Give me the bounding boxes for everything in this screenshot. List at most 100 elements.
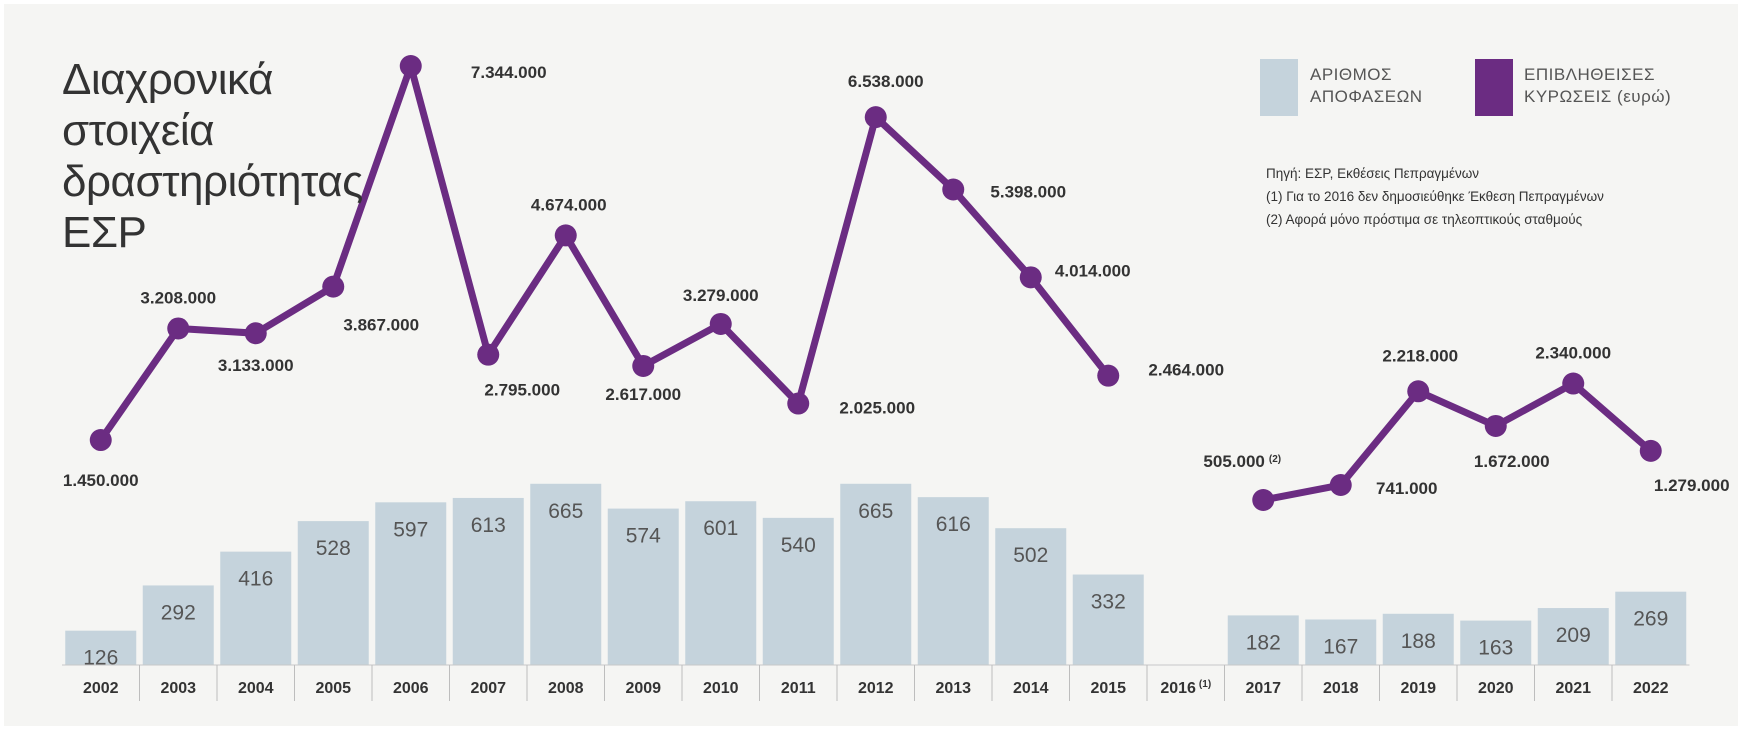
bar-value-label: 209	[1556, 624, 1591, 647]
legend-bars-swatch	[1260, 59, 1298, 116]
x-tick-label: 2007	[470, 680, 506, 697]
bar-value-label: 416	[238, 568, 273, 591]
line-point	[399, 55, 422, 77]
footnote-1: (1) Για το 2016 δεν δημοσιεύθηκε Έκθεση …	[1266, 189, 1604, 204]
x-tick-label: 2015	[1090, 680, 1126, 697]
line-value-label: 3.279.000	[683, 286, 759, 305]
x-tick-label: 2008	[548, 680, 584, 697]
bar	[607, 508, 679, 665]
line-point	[1252, 489, 1275, 511]
line-point	[632, 354, 655, 377]
chart-canvas: 126 292 416 528 597 613 665 574 601 540 665 616 502 3…	[62, 55, 1730, 701]
x-tick-label: 2005	[315, 680, 351, 697]
line-point	[864, 106, 887, 129]
line-value-label: 2.218.000	[1382, 346, 1458, 365]
x-tick-label: 2019	[1400, 680, 1436, 697]
line-value-label: 1.450.000	[63, 471, 139, 490]
bar	[297, 521, 369, 665]
line-value-label: 741.000	[1376, 479, 1437, 498]
bar-value-label: 332	[1091, 591, 1126, 614]
bar-value-label: 597	[393, 518, 428, 541]
x-tick-label: 2003	[160, 680, 196, 697]
bar	[995, 528, 1067, 665]
bar-value-label: 665	[858, 500, 893, 523]
line-point	[554, 224, 577, 247]
legend-line-swatch	[1475, 59, 1513, 116]
bar	[142, 585, 214, 665]
line-point	[1639, 439, 1662, 462]
chart-title: Διαχρονικά στοιχεία δραστηριότητας ΕΣΡ	[62, 55, 363, 257]
line-value-label: 3.133.000	[218, 356, 294, 375]
bar	[1460, 620, 1532, 665]
bar	[1072, 574, 1144, 665]
x-tick-label: 2014	[1013, 680, 1049, 697]
x-tick-label: 2012	[858, 680, 894, 697]
line-point	[709, 312, 732, 335]
bar-value-label: 540	[781, 534, 816, 557]
line-point	[244, 322, 267, 345]
x-tick-label: 2013	[935, 680, 971, 697]
bar-value-label: 574	[626, 525, 661, 548]
bar-value-label: 601	[703, 517, 738, 540]
bar	[1382, 613, 1454, 665]
line-value-label: 2.464.000	[1148, 361, 1224, 380]
x-tick-label: 2006	[393, 680, 429, 697]
line-series	[1259, 380, 1655, 504]
line-series	[97, 62, 1112, 444]
bar	[375, 502, 447, 665]
chart-panel: 126 292 416 528 597 613 665 574 601 540 665 616 502 3…	[4, 4, 1738, 726]
bar-value-label: 182	[1246, 631, 1281, 654]
source-text: Πηγή: ΕΣΡ, Εκθέσεις Πεπραγμένων	[1266, 166, 1480, 181]
bar-value-label: 126	[83, 647, 118, 670]
line-point	[1484, 414, 1507, 437]
line-point	[1329, 474, 1352, 497]
line-point	[89, 429, 112, 452]
bar	[840, 483, 912, 665]
bar-value-label: 167	[1323, 635, 1358, 658]
bar	[530, 483, 602, 665]
bar-value-label: 616	[936, 513, 971, 536]
line-value-label: 2.617.000	[605, 385, 681, 404]
line-value-label: 4.014.000	[1055, 261, 1131, 280]
line-value-label: 6.538.000	[848, 72, 924, 91]
x-tick-label: 2016 (1)	[1160, 679, 1211, 697]
legend-line-label: ΕΠΙΒΛΗΘΕΙΣΕΣ ΚΥΡΩΣΕΙΣ (ευρώ)	[1524, 65, 1672, 106]
source-notes: Πηγή: ΕΣΡ, Εκθέσεις Πεπραγμένων (1) Για …	[1266, 162, 1604, 231]
bar-value-label: 292	[161, 601, 196, 624]
footnote-2: (2) Αφορά μόνο πρόστιμα σε τηλεοπτικούς …	[1266, 212, 1583, 227]
line-value-label: 7.344.000	[471, 63, 547, 82]
line-value-label: 2.340.000	[1535, 344, 1611, 363]
x-tick-label: 2020	[1478, 680, 1514, 697]
bar	[1537, 608, 1609, 665]
line-point	[477, 343, 500, 366]
bar	[220, 551, 292, 665]
legend-bars-label: ΑΡΙΘΜΟΣ ΑΠΟΦΑΣΕΩΝ	[1310, 65, 1423, 106]
line-point	[1019, 266, 1042, 289]
bar-value-label: 502	[1013, 544, 1048, 567]
x-tick-label: 2002	[83, 680, 119, 697]
bar	[1615, 591, 1687, 665]
line-value-label: 1.279.000	[1654, 476, 1730, 495]
bar-value-label: 188	[1401, 630, 1436, 653]
line-value-label: 4.674.000	[531, 195, 607, 214]
bar	[762, 517, 834, 665]
line-point	[322, 275, 345, 298]
line-value-label: 3.208.000	[140, 288, 216, 307]
bar	[685, 501, 757, 665]
line-value-label: 1.672.000	[1474, 452, 1550, 471]
line-point	[1407, 380, 1430, 403]
bar	[1227, 615, 1299, 665]
x-tick-label: 2004	[238, 680, 274, 697]
line-value-label: 505.000 (2)	[1203, 452, 1281, 471]
bar-value-label: 528	[316, 537, 351, 560]
bar	[65, 630, 137, 665]
bar-value-label: 613	[471, 514, 506, 537]
line-point	[1562, 372, 1585, 395]
line-point	[1097, 364, 1120, 387]
x-tick-label: 2018	[1323, 680, 1359, 697]
bar-value-label: 163	[1478, 637, 1513, 660]
bar-value-label: 665	[548, 500, 583, 523]
x-tick-label: 2009	[625, 680, 661, 697]
line-point	[942, 178, 965, 201]
line-point	[167, 317, 190, 340]
